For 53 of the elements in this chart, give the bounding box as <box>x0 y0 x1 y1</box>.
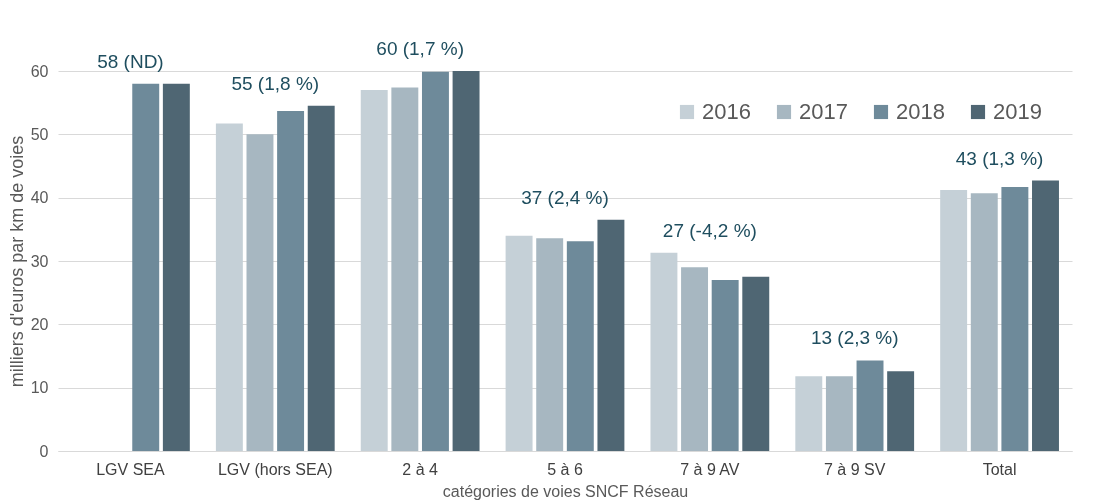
annotation: 13 (2,3 %) <box>810 327 899 349</box>
bar <box>825 376 853 451</box>
x-tick-label: LGV SEA <box>96 460 165 478</box>
annotation: 58 (ND) <box>97 50 164 72</box>
y-axis-title: milliers d'euros par km de voies <box>6 135 27 388</box>
bar <box>566 241 594 451</box>
x-tick-label: 7 à 9 SV <box>824 460 886 478</box>
y-tick-label: 30 <box>30 252 49 270</box>
bar <box>1001 186 1029 451</box>
x-tick-label: 2 à 4 <box>402 460 439 478</box>
legend-label: 2016 <box>702 99 751 124</box>
bar <box>452 71 480 451</box>
legend-label: 2018 <box>896 99 945 124</box>
bar <box>970 193 998 451</box>
x-tick-label: LGV (hors SEA) <box>217 460 333 478</box>
x-tick-label: 7 à 9 AV <box>680 460 740 478</box>
bar <box>681 267 709 451</box>
bar <box>856 360 884 451</box>
y-tick-label: 20 <box>30 315 49 333</box>
bar <box>536 238 564 451</box>
x-axis-title: catégories de voies SNCF Réseau <box>442 482 689 500</box>
bar <box>597 219 625 451</box>
bar <box>162 83 190 451</box>
annotation: 27 (-4,2 %) <box>662 219 757 241</box>
bar <box>795 376 823 451</box>
y-tick-label: 10 <box>30 379 49 397</box>
bar <box>421 71 449 451</box>
bar <box>246 134 274 451</box>
bar <box>650 252 678 451</box>
y-tick-label: 50 <box>30 125 49 143</box>
annotation: 37 (2,4 %) <box>521 186 609 208</box>
bar <box>742 276 770 451</box>
annotation: 43 (1,3 %) <box>955 147 1044 169</box>
bar <box>505 235 533 451</box>
bar <box>887 371 915 451</box>
bar <box>360 90 388 451</box>
annotation: 55 (1,8 %) <box>231 72 320 94</box>
x-tick-label: Total <box>982 460 1017 478</box>
bar <box>711 280 739 451</box>
text: 60 (1,7 %) <box>376 38 464 59</box>
y-tick-label: 0 <box>39 442 49 460</box>
bar <box>277 110 305 451</box>
bar <box>940 190 968 451</box>
bar <box>391 87 419 451</box>
bar <box>132 83 160 451</box>
bar <box>215 123 243 451</box>
legend-label: 2019 <box>993 99 1042 124</box>
y-tick-label: 60 <box>30 62 49 80</box>
legend-label: 2017 <box>799 99 848 124</box>
x-tick-label: 5 à 6 <box>547 460 583 478</box>
bar <box>1032 180 1059 451</box>
bar <box>307 105 335 451</box>
y-tick-label: 40 <box>30 189 49 207</box>
